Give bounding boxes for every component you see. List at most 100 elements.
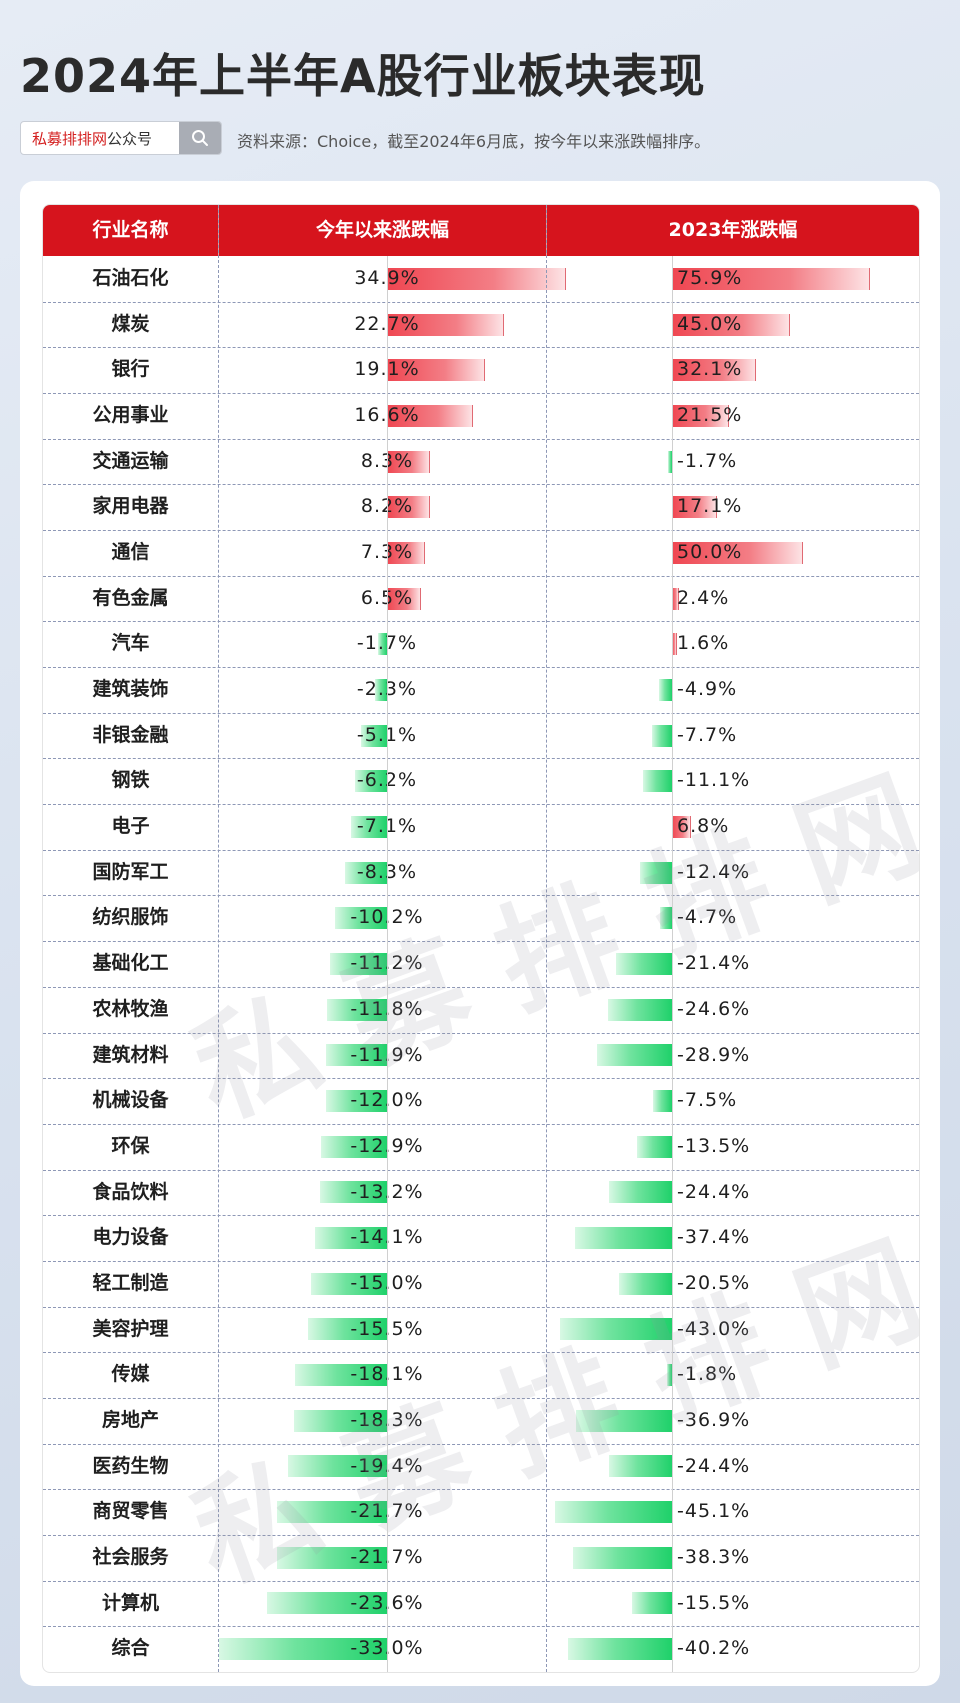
ytd-bar (293, 1409, 387, 1432)
table-row: 建筑装饰 -2.3% -4.9% (43, 667, 919, 714)
industry-name: 医药生物 (92, 1454, 169, 1477)
ytd-value: -1.7% (356, 632, 418, 655)
table-row: 社会服务 -21.7% -38.3% (43, 1535, 919, 1582)
ytd-value: -33.0% (350, 1637, 424, 1660)
table-row: 汽车 -1.7% 1.6% (43, 621, 919, 669)
table-row: 传媒 -18.1% -1.8% (43, 1352, 919, 1399)
ytd-value: 22.7% (354, 312, 420, 335)
y2023-value: -24.4% (677, 1454, 751, 1477)
ytd-bar (378, 633, 387, 656)
table-row: 通信 7.3% 50.0% (43, 530, 919, 577)
ytd-bar (361, 724, 387, 747)
industry-name: 煤炭 (111, 312, 150, 335)
table-row: 钢铁 -6.2% -11.1% (43, 758, 919, 806)
y2023-bar (616, 952, 672, 975)
ytd-bar (387, 496, 430, 519)
industry-name: 传媒 (111, 1363, 150, 1386)
ytd-value: -15.5% (350, 1317, 424, 1340)
table-row: 非银金融 -5.1% -7.7% (43, 713, 919, 760)
y2023-bar (659, 907, 672, 930)
y2023-value: 1.6% (677, 632, 730, 655)
ytd-value: 7.3% (360, 541, 414, 564)
column-divider (218, 205, 219, 1672)
ytd-value: -15.0% (350, 1271, 424, 1294)
y2023-value: -45.1% (677, 1500, 751, 1523)
ytd-bar (387, 450, 431, 473)
y2023-bar (560, 1318, 672, 1341)
col-header-name: 行业名称 (92, 219, 169, 241)
industry-name: 计算机 (101, 1591, 159, 1614)
ytd-value: -23.6% (350, 1591, 424, 1614)
ytd-bar (325, 1090, 387, 1113)
y2023-value: -4.7% (677, 906, 738, 929)
y2023-value: -15.5% (677, 1591, 751, 1614)
ytd-bar (276, 1501, 387, 1524)
ytd-value: -18.3% (350, 1408, 424, 1431)
y2023-value: -1.8% (677, 1363, 738, 1386)
ytd-value: 8.3% (360, 449, 414, 472)
y2023-value: -12.4% (677, 860, 751, 883)
ytd-value: 16.6% (354, 404, 420, 427)
industry-name: 非银金融 (92, 723, 169, 746)
y2023-bar (652, 1090, 672, 1113)
y2023-bar (636, 1135, 672, 1158)
col-header-2023: 2023年涨跌幅 (668, 219, 798, 241)
industry-name: 纺织服饰 (92, 906, 169, 929)
y2023-bar (643, 770, 672, 793)
ytd-bar (387, 404, 473, 427)
ytd-bar (288, 1455, 387, 1478)
search-brand: 私募排排网公众号 (32, 129, 153, 148)
ytd-value: -11.2% (350, 952, 424, 975)
industry-name: 农林牧渔 (92, 997, 169, 1020)
y2023-value: -11.1% (677, 769, 751, 792)
industry-name: 社会服务 (92, 1545, 169, 1568)
table-row: 银行 19.1% 32.1% (43, 347, 919, 395)
table-row: 商贸零售 -21.7% -45.1% (43, 1489, 919, 1536)
y2023-value: 32.1% (677, 358, 743, 381)
ytd-value: -2.3% (356, 678, 418, 701)
ytd-bar (387, 587, 422, 610)
y2023-value: -7.5% (677, 1089, 738, 1112)
ytd-value: -7.1% (356, 815, 418, 838)
y2023-bar (576, 1409, 672, 1432)
ytd-value: -13.2% (350, 1180, 424, 1203)
ytd-value: -8.3% (356, 860, 418, 883)
ytd-bar (308, 1318, 387, 1341)
industry-name: 汽车 (111, 632, 150, 655)
y2023-bar (554, 1501, 672, 1524)
ytd-bar (219, 1638, 387, 1661)
industry-name: 美容护理 (92, 1317, 169, 1340)
y2023-value: -36.9% (677, 1408, 751, 1431)
y2023-bar (672, 404, 729, 427)
table-row: 环保 -12.9% -13.5% (43, 1124, 919, 1171)
table-row: 美容护理 -15.5% -43.0% (43, 1307, 919, 1354)
table-header: 行业名称 今年以来涨跌幅 2023年涨跌幅 (43, 205, 919, 256)
y2023-bar (672, 633, 678, 656)
ytd-bar (387, 267, 566, 290)
table-row: 公用事业 16.6% 21.5% (43, 393, 919, 440)
ytd-bar (344, 861, 387, 884)
ytd-value: -11.9% (350, 1043, 424, 1066)
industry-name: 电子 (111, 815, 150, 838)
y2023-bar (652, 724, 672, 747)
y2023-value: -4.9% (677, 678, 738, 701)
industry-name: 机械设备 (92, 1089, 169, 1112)
y2023-value: -7.7% (677, 723, 738, 746)
ytd-value: -5.1% (356, 723, 418, 746)
industry-name: 环保 (111, 1134, 150, 1157)
industry-name: 石油石化 (92, 267, 169, 289)
search-box[interactable]: 私募排排网公众号 (20, 121, 222, 155)
table-row: 轻工制造 -15.0% -20.5% (43, 1261, 919, 1308)
y2023-bar (572, 1546, 672, 1569)
y2023-bar (608, 1455, 672, 1478)
table-row: 机械设备 -12.0% -7.5% (43, 1078, 919, 1125)
search-button[interactable] (179, 122, 221, 154)
ytd-value: -21.7% (350, 1500, 424, 1523)
industry-name: 国防军工 (92, 860, 169, 883)
industry-name: 建筑装饰 (92, 678, 169, 701)
ytd-value: 34.9% (354, 267, 420, 289)
table-row: 电子 -7.1% 6.8% (43, 804, 919, 851)
y2023-value: -24.6% (677, 997, 751, 1020)
y2023-bar (659, 678, 672, 701)
industry-name: 基础化工 (92, 952, 169, 975)
